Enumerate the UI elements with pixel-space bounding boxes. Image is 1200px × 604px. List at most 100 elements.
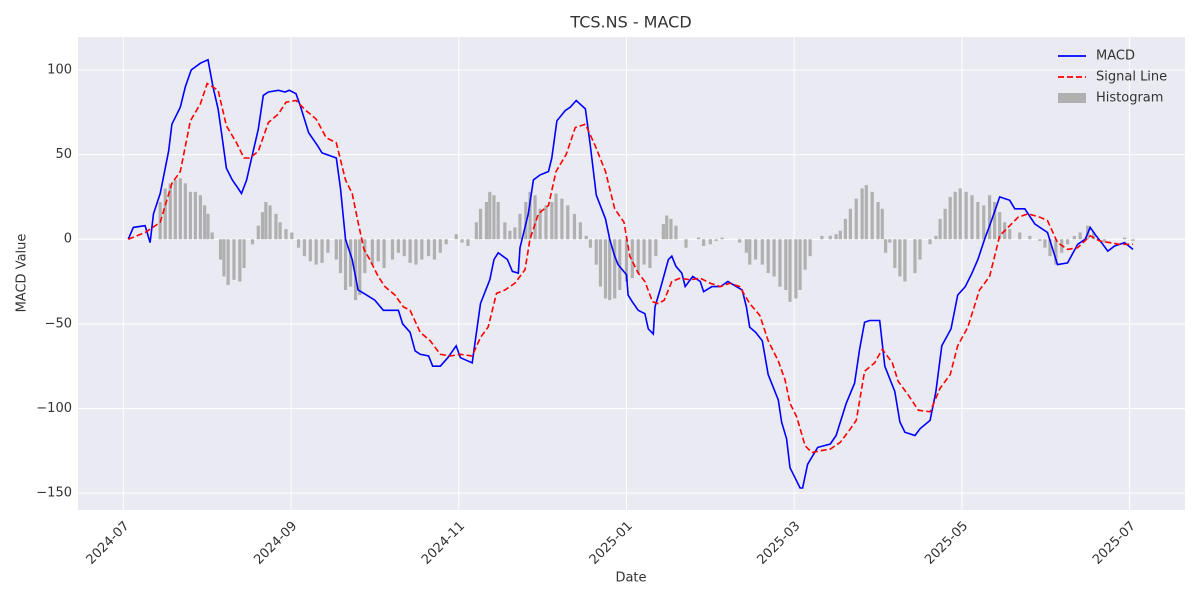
histogram-bar <box>438 239 442 253</box>
histogram-bar <box>264 202 268 240</box>
histogram-bar <box>898 239 902 277</box>
histogram-bar <box>893 239 897 268</box>
histogram-bar <box>964 191 968 240</box>
histogram-bar <box>665 215 669 240</box>
histogram-bar <box>938 218 942 240</box>
histogram-bar <box>613 239 617 299</box>
histogram-bar <box>1028 235 1032 240</box>
histogram-bar <box>444 239 448 245</box>
histogram-bar <box>402 239 406 257</box>
histogram-bar <box>560 198 564 240</box>
histogram-bar <box>278 222 282 240</box>
histogram-bar <box>982 205 986 240</box>
x-tick-label: 2025-01 <box>587 519 636 568</box>
histogram-bar <box>1038 239 1042 241</box>
histogram-bar <box>748 239 752 265</box>
histogram-bar <box>178 178 182 240</box>
histogram-bar <box>420 239 424 260</box>
histogram-bar <box>976 202 980 240</box>
histogram-bar <box>1091 232 1096 240</box>
histogram-bar <box>203 205 207 240</box>
histogram-bar <box>888 239 892 243</box>
histogram-bar <box>876 202 880 240</box>
histogram-bar <box>290 232 294 240</box>
histogram-bar <box>1072 235 1076 240</box>
histogram-bar <box>1018 232 1022 240</box>
histogram-bar <box>766 239 770 274</box>
histogram-bar <box>654 239 658 257</box>
histogram-bar <box>860 188 864 240</box>
histogram-bar <box>358 239 362 296</box>
histogram-bar <box>550 202 554 240</box>
histogram-bar <box>738 239 742 243</box>
histogram-bar <box>1078 232 1082 240</box>
x-tick-label: 2024-07 <box>84 519 133 568</box>
x-tick-label: 2025-03 <box>754 519 803 568</box>
histogram-bar <box>1043 239 1047 248</box>
histogram-bar <box>528 191 532 240</box>
histogram-bar <box>784 239 788 290</box>
histogram-bar <box>864 185 868 240</box>
histogram-bar <box>669 218 673 240</box>
histogram-bar <box>348 239 353 287</box>
histogram-bar <box>363 239 367 274</box>
histogram-bar <box>624 239 629 282</box>
histogram-bar <box>838 230 842 240</box>
legend-label: MACD <box>1096 49 1135 64</box>
x-axis-label: Date <box>615 571 646 586</box>
legend-label: Histogram <box>1096 91 1163 106</box>
histogram-bar <box>884 239 888 253</box>
histogram-bar <box>513 227 517 240</box>
histogram-bar <box>903 239 907 282</box>
histogram-bar <box>256 225 260 240</box>
y-tick-label: 100 <box>47 63 72 78</box>
histogram-bar <box>268 205 272 240</box>
histogram-bar <box>492 195 496 240</box>
histogram-bar <box>296 239 301 248</box>
x-tick-label: 2024-09 <box>251 519 300 568</box>
histogram-bar <box>854 198 858 240</box>
histogram-bar <box>1054 239 1058 265</box>
histogram-bar <box>1123 237 1127 240</box>
histogram-bar <box>484 202 489 240</box>
histogram-bar <box>943 208 947 240</box>
histogram-bar <box>338 239 343 274</box>
histogram-bar <box>260 212 265 240</box>
histogram-bar <box>1065 239 1070 245</box>
histogram-bar <box>503 222 507 240</box>
histogram-bar <box>970 195 974 240</box>
histogram-bar <box>544 205 548 240</box>
histogram-bar <box>870 191 874 240</box>
histogram-bar <box>408 239 412 263</box>
histogram-bar <box>538 208 542 240</box>
histogram-bar <box>772 239 776 277</box>
histogram-bar <box>674 225 678 240</box>
histogram-bar <box>798 239 802 290</box>
histogram-bar <box>432 239 437 260</box>
y-tick-label: −100 <box>36 401 72 416</box>
histogram-bar <box>320 239 324 263</box>
histogram-bar <box>173 180 177 240</box>
histogram-bar <box>642 239 646 265</box>
histogram-bar <box>226 239 230 285</box>
histogram-bar <box>958 188 962 240</box>
histogram-bar <box>168 183 172 240</box>
histogram-bar <box>998 212 1002 240</box>
histogram-bar <box>508 230 512 240</box>
histogram-bar <box>376 239 380 262</box>
histogram-bar <box>820 235 824 240</box>
histogram-bar <box>843 218 847 240</box>
histogram-bar <box>414 239 418 265</box>
histogram-bar <box>720 237 724 240</box>
histogram-bar <box>603 239 608 299</box>
histogram-bar <box>284 229 288 240</box>
histogram-bar <box>953 191 957 240</box>
histogram-bar <box>828 235 832 240</box>
histogram-bar <box>218 239 223 260</box>
histogram-bar <box>803 239 807 270</box>
histogram-bar <box>880 208 884 240</box>
histogram-bar <box>198 195 203 240</box>
histogram-bar <box>744 239 748 253</box>
histogram-bar <box>1102 239 1107 243</box>
